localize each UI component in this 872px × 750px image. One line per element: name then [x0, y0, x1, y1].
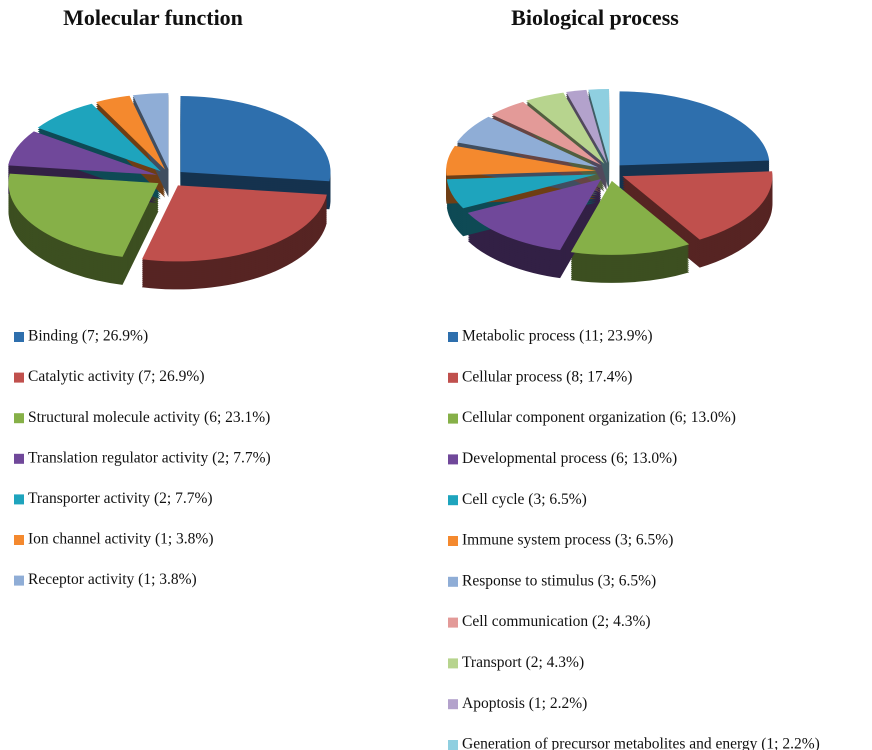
pie-slice [96, 95, 166, 170]
chart-title: Biological process [511, 5, 679, 30]
legend-label: Transporter activity (2; 7.7%) [28, 490, 213, 507]
legend-label: Binding (7; 26.9%) [28, 328, 148, 345]
pie-slice [8, 173, 159, 257]
legend-swatch [448, 699, 458, 710]
pie-slice [588, 89, 610, 164]
legend-swatch [14, 372, 24, 383]
pie-slice [622, 171, 773, 240]
pie-slice [446, 145, 597, 176]
legend-swatch [448, 658, 458, 669]
legend-label: Cellular process (8; 17.4%) [462, 368, 632, 385]
pie-slice [570, 180, 690, 255]
pie-slice [566, 89, 608, 164]
pie-slice [132, 93, 169, 170]
legend-swatch [448, 576, 458, 587]
legend-label: Catalytic activity (7; 26.9%) [28, 368, 204, 385]
pie-slice [180, 96, 331, 182]
pie-slice [8, 131, 157, 175]
legend-label: Cellular component organization (6; 13.0… [462, 409, 736, 426]
legend-label: Cell cycle (3; 6.5%) [462, 491, 587, 508]
legend-swatch [448, 332, 458, 342]
legend-swatch [14, 332, 24, 342]
legend-swatch [448, 372, 458, 383]
pie-slice [526, 92, 605, 164]
slice-side [566, 93, 608, 168]
pie-slice [467, 178, 602, 251]
legend-label: Immune system process (3; 6.5%) [462, 532, 673, 549]
legend-label: Response to stimulus (3; 6.5%) [462, 572, 656, 589]
legend-swatch [14, 413, 24, 424]
chart-title: Molecular function [63, 5, 243, 30]
legend-swatch [448, 740, 458, 750]
legend-label: Developmental process (6; 13.0%) [462, 450, 677, 467]
legend-swatch [448, 413, 458, 424]
pie-slice [446, 174, 597, 209]
legend-label: Transport (2; 4.3%) [462, 654, 584, 671]
legend-swatch [448, 454, 458, 465]
pie-slice [141, 185, 327, 262]
legend-swatch [14, 535, 24, 545]
legend-swatch [14, 494, 24, 505]
pie-slice [37, 103, 161, 172]
legend-label: Translation regulator activity (2; 7.7%) [28, 449, 271, 466]
legend-swatch [448, 495, 458, 506]
legend-swatch [14, 575, 24, 586]
legend-label: Ion channel activity (1; 3.8%) [28, 531, 214, 548]
legend-swatch [448, 617, 458, 628]
pie-slice [619, 91, 770, 166]
legend-label: Apoptosis (1; 2.2%) [462, 695, 587, 712]
pie-slice [456, 116, 599, 168]
legend-swatch [448, 536, 458, 546]
legend-label: Cell communication (2; 4.3%) [462, 613, 651, 630]
legend-label: Generation of precursor metabolites and … [462, 736, 820, 750]
legend-label: Receptor activity (1; 3.8%) [28, 571, 197, 588]
legend-swatch [14, 453, 24, 464]
legend-label: Structural molecule activity (6; 23.1%) [28, 409, 270, 426]
pie-slice [491, 101, 602, 166]
legend-label: Metabolic process (11; 23.9%) [462, 328, 653, 345]
